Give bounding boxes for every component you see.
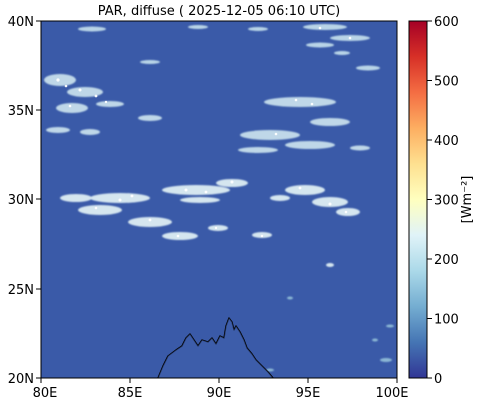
colorbar-tick-label: 400 xyxy=(434,134,459,149)
coastline-land xyxy=(158,318,273,378)
cloud-band-south xyxy=(60,179,360,267)
x-tick-labels: 80E 85E 90E 95E 100E xyxy=(33,386,409,401)
map-panel xyxy=(41,21,397,378)
x-tick-label: 90E xyxy=(207,386,232,401)
y-tick-label: 40N xyxy=(8,15,34,30)
colorbar-tick-label: 600 xyxy=(434,15,459,30)
y-tick-label: 20N xyxy=(8,372,34,387)
y-tick-labels: 40N 35N 30N 25N 20N xyxy=(8,15,34,387)
y-tick-label: 25N xyxy=(8,283,34,298)
colorbar-tick-labels: 600 500 400 300 200 100 0 xyxy=(434,15,459,387)
colorbar-tick-label: 500 xyxy=(434,75,459,90)
x-tick-label: 85E xyxy=(118,386,143,401)
colorbar-tick-label: 100 xyxy=(434,313,459,328)
x-tick-label: 95E xyxy=(296,386,321,401)
cloud-band-mid xyxy=(44,74,370,153)
x-tick-label: 80E xyxy=(33,386,58,401)
x-tick-label: 100E xyxy=(375,386,408,401)
colorbar: 600 500 400 300 200 100 0 [Wm⁻²] xyxy=(408,15,475,387)
cloud-speckles xyxy=(56,26,352,238)
x-axis xyxy=(40,378,398,383)
cloud-specks-south xyxy=(266,296,394,372)
colorbar-tick-label: 0 xyxy=(434,372,442,387)
colorbar-ticks xyxy=(427,20,432,379)
map-title: PAR, diffuse ( 2025-12-05 06:10 UTC) xyxy=(98,4,341,19)
y-axis xyxy=(36,20,41,379)
colorbar-gradient xyxy=(408,20,428,379)
colorbar-tick-label: 300 xyxy=(434,194,459,209)
cloud-band-north xyxy=(78,24,380,71)
colorbar-tick-label: 200 xyxy=(434,253,459,268)
y-tick-label: 30N xyxy=(8,193,34,208)
y-tick-label: 35N xyxy=(8,104,34,119)
colorbar-label: [Wm⁻²] xyxy=(460,176,475,224)
cloud-bands xyxy=(44,24,394,372)
